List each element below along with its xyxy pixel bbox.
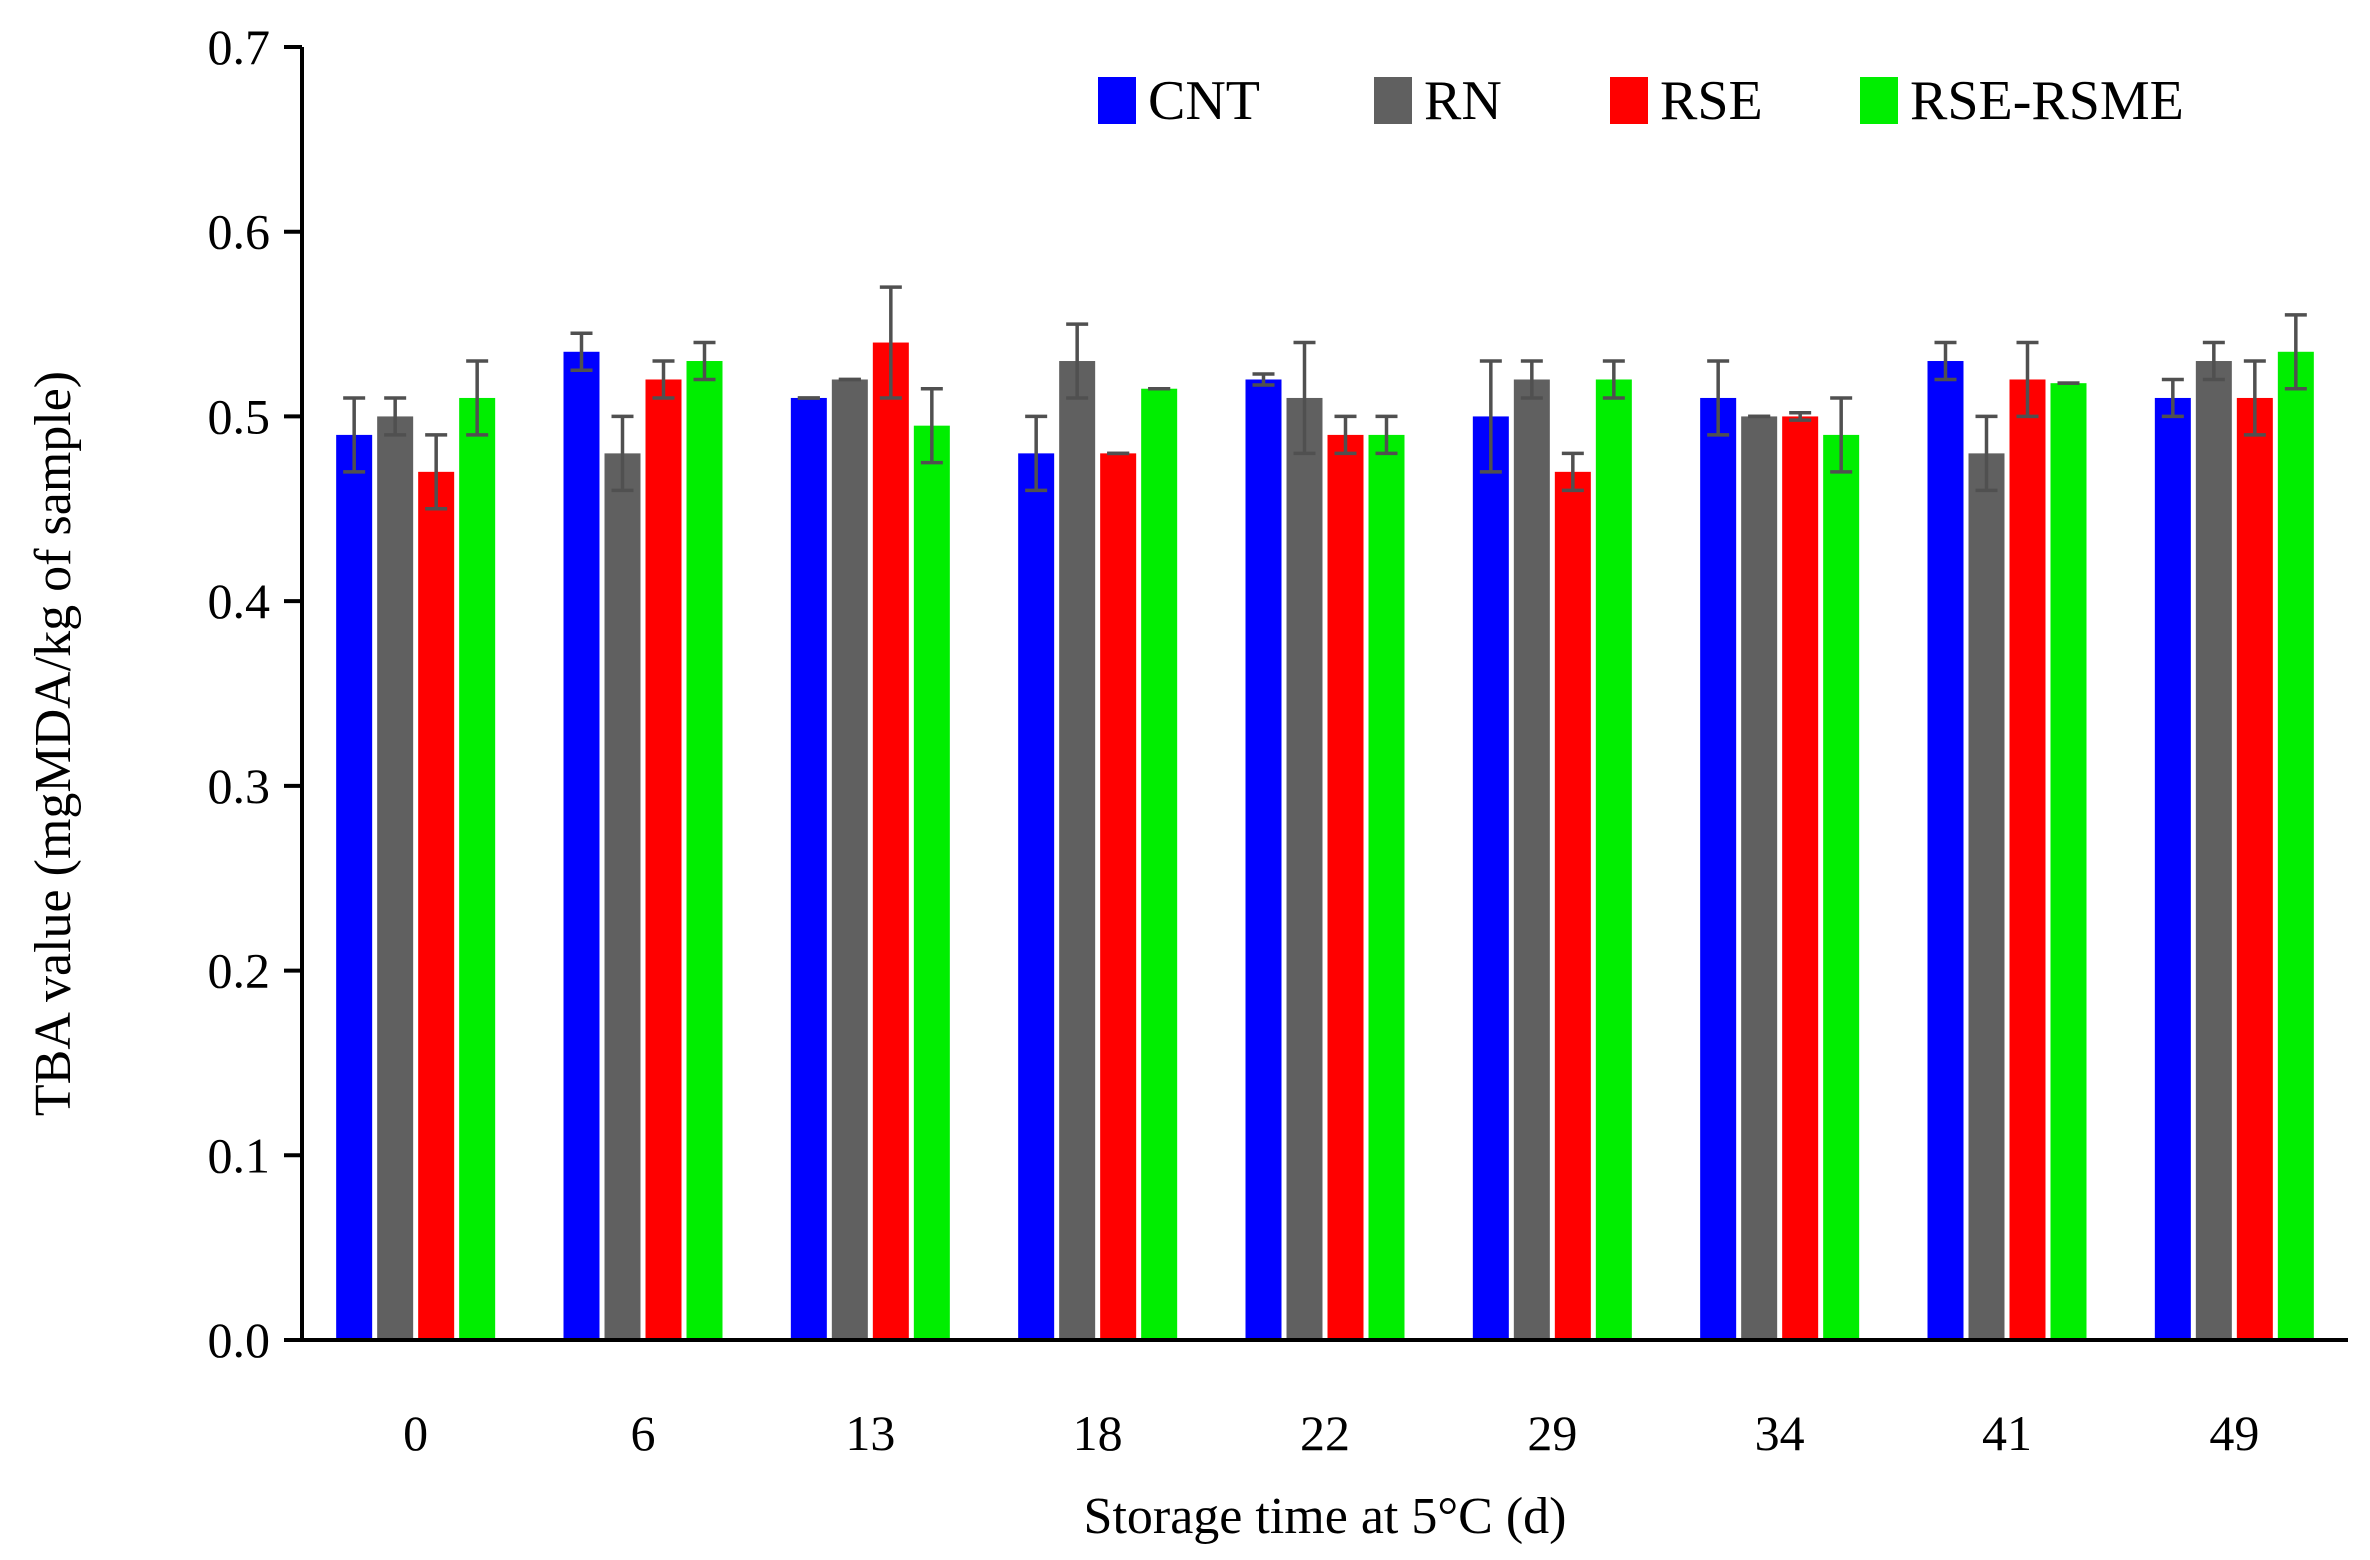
y-tick-label: 0.4 [208,573,271,629]
bar-rn-day-41 [1968,453,2005,1340]
bar-rse-day-41 [2009,379,2046,1340]
x-tick-label: 29 [1527,1405,1577,1461]
x-tick-label: 34 [1755,1405,1805,1461]
x-tick-label: 18 [1073,1405,1123,1461]
y-tick-label: 0.7 [208,19,271,75]
bar-rn-day-22 [1286,397,1323,1340]
bar-rse-day-6 [645,379,682,1340]
bar-cnt-day-29 [1472,416,1509,1340]
bar-rse-day-29 [1554,471,1591,1340]
bars-layer [336,342,2314,1340]
y-tick-label: 0.3 [208,758,271,814]
x-tick-label: 13 [845,1405,895,1461]
legend-swatch-cnt [1098,77,1136,124]
legend-label-rse-rsme: RSE-RSME [1910,70,2184,132]
bar-rse-rsme-day-0 [459,397,496,1340]
x-tick-label: 0 [403,1405,428,1461]
bar-rse-rsme-day-41 [2050,383,2087,1340]
y-tick-label: 0.0 [208,1312,271,1368]
bar-rn-day-6 [604,453,641,1340]
legend-swatch-rn [1374,77,1412,124]
bar-cnt-day-13 [790,397,827,1340]
bar-rn-day-34 [1741,416,1778,1340]
y-axis-title: TBA value (mgMDA/kg of sample) [25,371,82,1116]
bar-rse-day-22 [1327,434,1364,1340]
bar-cnt-day-18 [1018,453,1055,1340]
y-tick-label: 0.2 [208,943,271,999]
axes-layer: 0.0 0.1 0.2 0.3 0.4 0.5 0.6 0.7 0 6 13 18 22 29 34 41 49 [208,19,2348,1461]
bar-rn-day-18 [1059,361,1096,1340]
bar-rn-day-0 [377,416,414,1340]
bar-rse-rsme-day-29 [1595,379,1632,1340]
bar-cnt-day-41 [1927,361,1964,1340]
x-tick-label: 6 [631,1405,656,1461]
legend-swatch-rse [1610,77,1648,124]
x-tick-label: 41 [1982,1405,2032,1461]
bar-cnt-day-49 [2154,397,2191,1340]
bar-cnt-day-22 [1245,379,1282,1340]
bar-rse-rsme-day-22 [1368,434,1405,1340]
bar-cnt-day-34 [1700,397,1737,1340]
x-tick-label: 22 [1300,1405,1350,1461]
x-tick-label: 49 [2209,1405,2259,1461]
bar-rn-day-13 [831,379,868,1340]
legend-label-rn: RN [1424,70,1502,132]
bar-rse-day-49 [2236,397,2273,1340]
bar-rse-rsme-day-34 [1823,434,1860,1340]
y-tick-label: 0.6 [208,204,271,260]
bar-rse-day-34 [1782,416,1819,1340]
y-tick-label: 0.5 [208,388,271,444]
legend-label-rse: RSE [1660,70,1763,132]
error-bars-layer [343,285,2307,511]
bar-rn-day-29 [1513,379,1550,1340]
y-tick-label: 0.1 [208,1127,271,1183]
bar-cnt-day-0 [336,434,373,1340]
legend: CNT RN RSE RSE-RSME [1098,70,2184,132]
bar-rse-rsme-day-18 [1141,388,1178,1340]
legend-swatch-rse-rsme [1860,77,1898,124]
x-axis-title: Storage time at 5°C (d) [1084,1488,1567,1545]
bar-rse-day-0 [418,471,455,1340]
bar-cnt-day-6 [563,351,600,1340]
bar-rse-rsme-day-6 [686,361,723,1340]
bar-rse-day-13 [872,342,909,1340]
bar-rn-day-49 [2195,361,2232,1340]
legend-label-cnt: CNT [1148,70,1260,132]
bar-rse-day-18 [1100,453,1137,1340]
bar-rse-rsme-day-13 [913,425,950,1340]
bar-rse-rsme-day-49 [2277,351,2314,1340]
